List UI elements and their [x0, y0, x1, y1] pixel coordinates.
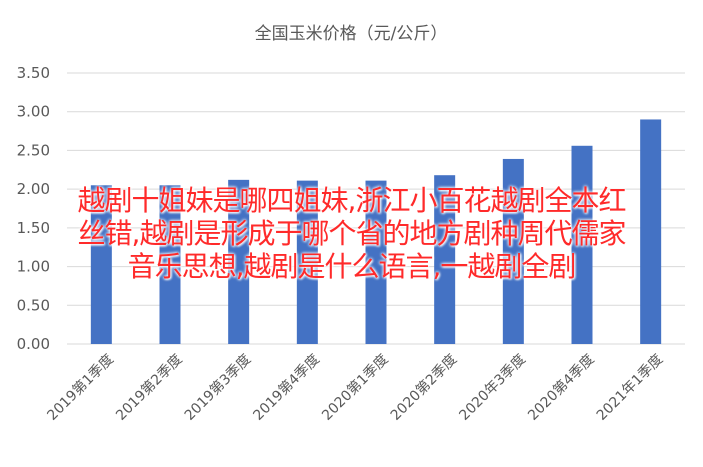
x-category-label: 2020第1季度 [318, 351, 391, 424]
y-tick-label: 0.00 [17, 335, 50, 353]
x-category-label: 2021年1季度 [594, 351, 667, 424]
x-category-label: 2019第2季度 [112, 351, 185, 424]
y-tick-label: 1.00 [17, 258, 50, 276]
bar [159, 185, 181, 344]
y-axis-tick-labels: 0.00 0.50 1.00 1.50 2.00 2.50 3.00 3.50 [17, 64, 50, 353]
bar [365, 180, 387, 344]
x-axis-category-labels: 2019第1季度2019第2季度2019第3季度2019第4季度2020第1季度… [44, 351, 667, 424]
bars [90, 119, 662, 344]
x-category-label: 2019第4季度 [250, 351, 323, 424]
bar [90, 185, 112, 344]
bar [296, 180, 318, 344]
y-tick-label: 3.50 [17, 64, 50, 82]
x-category-label: 2020第2季度 [387, 351, 460, 424]
y-tick-label: 2.50 [17, 141, 50, 159]
chart-title: 全国玉米价格（元/公斤） [255, 24, 448, 44]
bar [228, 179, 250, 344]
y-tick-label: 1.50 [17, 219, 50, 237]
bar [571, 145, 593, 344]
y-tick-label: 0.50 [17, 296, 50, 314]
bar [640, 119, 662, 344]
x-category-label: 2020第4季度 [524, 351, 597, 424]
y-tick-label: 2.00 [17, 180, 50, 198]
y-tick-label: 3.00 [17, 103, 50, 121]
bar [502, 158, 524, 344]
x-category-label: 2019第3季度 [181, 351, 254, 424]
bar [434, 175, 456, 344]
x-category-label: 2019第1季度 [44, 351, 117, 424]
x-category-label: 2020年3季度 [456, 351, 529, 424]
